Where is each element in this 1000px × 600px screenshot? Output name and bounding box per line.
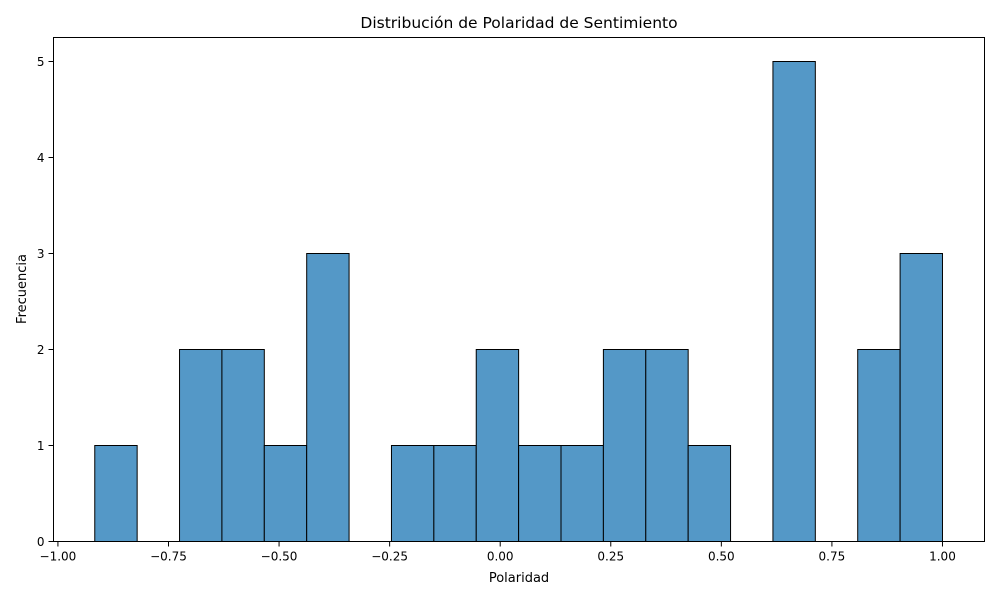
histogram-bar bbox=[602, 349, 647, 542]
histogram-bar bbox=[306, 253, 350, 542]
histogram-bar bbox=[390, 445, 435, 542]
histogram-bar bbox=[772, 61, 816, 542]
x-axis-label: Polaridad bbox=[489, 571, 549, 586]
x-tick-label: 0.00 bbox=[487, 550, 514, 564]
histogram-bar bbox=[518, 445, 562, 542]
histogram-bar bbox=[221, 349, 265, 542]
y-tick-label: 5 bbox=[37, 55, 45, 69]
x-tick-label: 0.50 bbox=[708, 550, 735, 564]
y-tick-label: 1 bbox=[37, 439, 45, 453]
y-axis-label: Frecuencia bbox=[15, 254, 30, 324]
histogram-bar bbox=[899, 253, 943, 542]
histogram-bar bbox=[857, 349, 901, 542]
histogram-bar bbox=[645, 349, 689, 542]
histogram-bar bbox=[475, 349, 520, 542]
histogram-bar bbox=[263, 445, 308, 542]
chart-title: Distribución de Polaridad de Sentimiento bbox=[360, 14, 677, 32]
x-tick-label: 1.00 bbox=[929, 550, 956, 564]
y-axis-ticks: 0 1 2 3 4 5 bbox=[37, 55, 54, 549]
y-tick-label: 0 bbox=[37, 535, 45, 549]
y-tick-label: 4 bbox=[37, 151, 45, 165]
x-tick-label: −0.50 bbox=[261, 550, 298, 564]
histogram-bar bbox=[560, 445, 604, 542]
bars-group bbox=[94, 61, 943, 542]
plot-frame bbox=[53, 37, 985, 542]
x-axis-ticks: −1.00 −0.75 −0.50 −0.25 0.00 0.25 0.50 0.75 1.00 bbox=[40, 541, 956, 564]
y-tick-label: 3 bbox=[37, 247, 45, 261]
x-tick-label: 0.25 bbox=[597, 550, 624, 564]
histogram-bar bbox=[433, 445, 477, 542]
histogram-bar bbox=[687, 445, 732, 542]
histogram-bar bbox=[179, 349, 223, 542]
x-tick-label: −0.25 bbox=[371, 550, 408, 564]
x-tick-label: −0.75 bbox=[150, 550, 187, 564]
x-tick-label: 0.75 bbox=[819, 550, 846, 564]
histogram-bar bbox=[94, 445, 138, 542]
x-tick-label: −1.00 bbox=[40, 550, 77, 564]
y-tick-label: 2 bbox=[37, 343, 45, 357]
